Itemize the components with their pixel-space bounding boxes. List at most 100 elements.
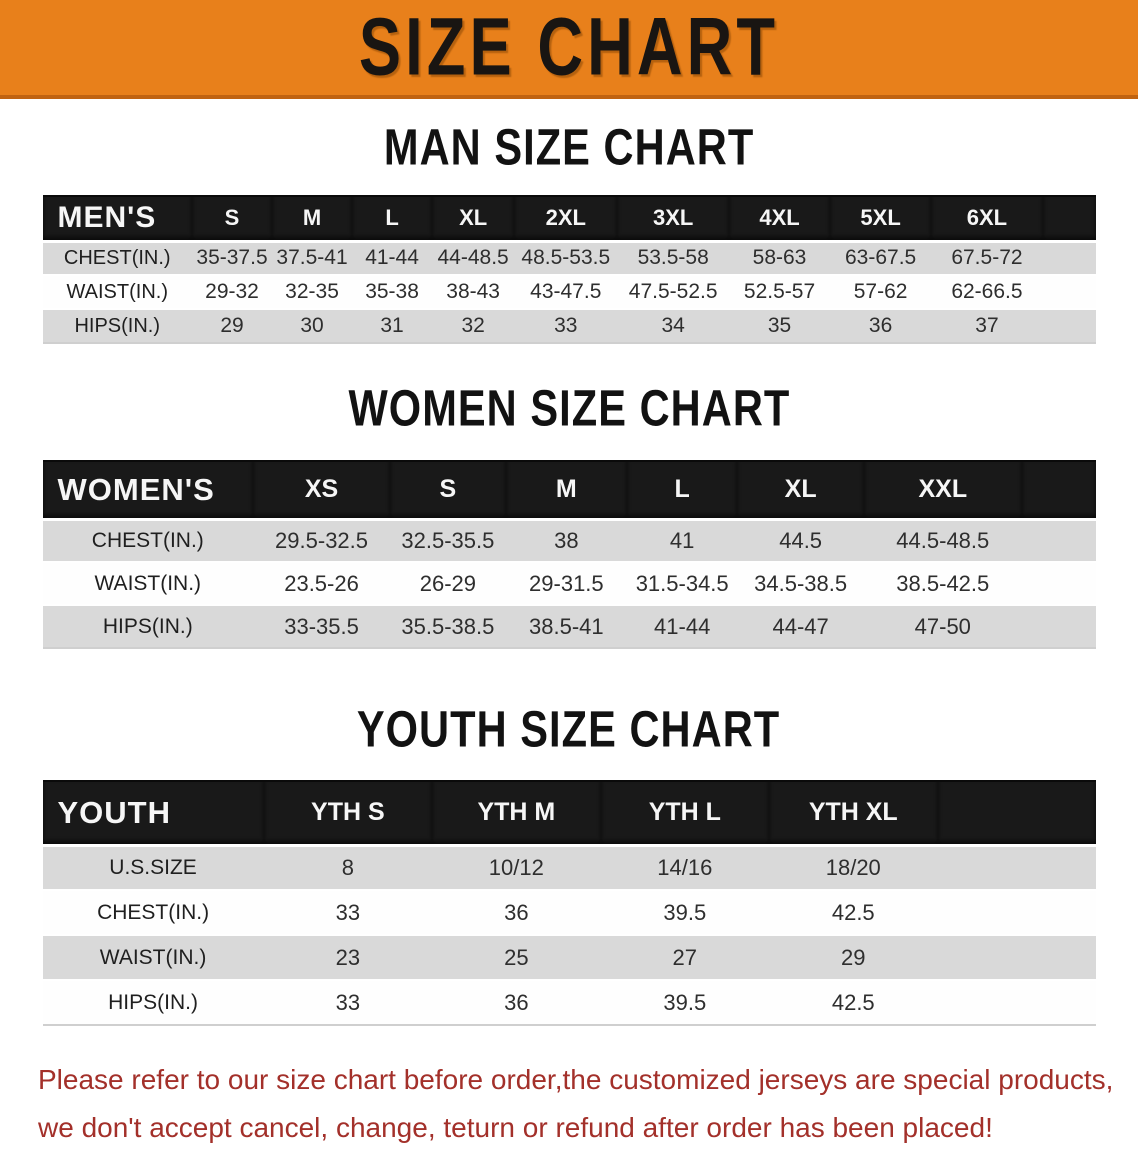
measurement-value-cell: 32-35: [272, 275, 353, 310]
measurement-row-label: WAIST(IN.): [42, 562, 254, 606]
measurement-value-cell: 38.5-41: [505, 605, 627, 649]
table-group-label: YOUTH: [42, 780, 264, 847]
filler-cell: [937, 935, 1096, 981]
size-header-row: MEN'S S M L XL 2XL 3XL 4XL 5XL 6XL: [42, 195, 1096, 243]
measurement-row-label: HIPS(IN.): [42, 309, 193, 344]
measurement-value-cell: 38: [505, 519, 627, 563]
size-column-header: 2XL: [514, 195, 618, 243]
filler-cell: [1042, 241, 1096, 276]
size-column-header: S: [389, 460, 506, 521]
filler-cell: [1021, 562, 1096, 606]
size-column-header: XL: [737, 460, 864, 521]
measurement-value-cell: 35-38: [352, 275, 433, 310]
youth-section-heading-text: YOUTH SIZE CHART: [357, 701, 781, 759]
measurement-value-cell: 39.5: [600, 890, 770, 936]
measurement-value-cell: 37.5-41: [272, 241, 353, 276]
measurement-value-cell: 48.5-53.5: [514, 241, 618, 276]
size-column-header: XL: [432, 195, 515, 243]
measurement-value-cell: 44.5-48.5: [863, 519, 1022, 563]
banner-title: SIZE CHART: [358, 1, 780, 94]
measurement-row: U.S.SIZE 8 10/12 14/16 18/20: [42, 845, 1096, 891]
size-column-header: S: [192, 195, 273, 243]
man-section-heading-text: MAN SIZE CHART: [383, 119, 755, 177]
size-column-header: XS: [253, 460, 390, 521]
youth-size-table: YOUTH YTH S YTH M YTH L YTH XL U.S.SIZE 8 10/12…: [42, 780, 1096, 1026]
measurement-value-cell: 38.5-42.5: [863, 562, 1022, 606]
man-section-heading: MAN SIZE CHART: [0, 120, 1138, 176]
measurement-value-cell: 42.5: [769, 980, 938, 1026]
measurement-value-cell: 26-29: [389, 562, 506, 606]
youth-section-heading: YOUTH SIZE CHART: [0, 702, 1138, 758]
measurement-value-cell: 18/20: [769, 845, 938, 891]
measurement-row-label: HIPS(IN.): [42, 605, 254, 649]
women-section-heading: WOMEN SIZE CHART: [0, 381, 1138, 437]
measurement-value-cell: 53.5-58: [617, 241, 729, 276]
measurement-value-cell: 33: [263, 980, 433, 1026]
women-section-heading-text: WOMEN SIZE CHART: [348, 380, 790, 438]
size-column-header: M: [272, 195, 353, 243]
measurement-value-cell: 47.5-52.5: [617, 275, 729, 310]
measurement-row-label: WAIST(IN.): [42, 275, 193, 310]
measurement-row: WAIST(IN.) 23.5-26 26-29 29-31.5 31.5-34.5 34…: [42, 562, 1096, 606]
size-chart-banner: SIZE CHART: [0, 0, 1138, 99]
measurement-row-label: CHEST(IN.): [42, 890, 264, 936]
measurement-value-cell: 31.5-34.5: [626, 562, 738, 606]
size-column-header: L: [352, 195, 433, 243]
measurement-value-cell: 37: [931, 309, 1043, 344]
size-column-header: 4XL: [728, 195, 831, 243]
measurement-value-cell: 32: [432, 309, 515, 344]
size-column-header: 5XL: [830, 195, 932, 243]
measurement-value-cell: 36: [432, 980, 601, 1026]
size-column-header: YTH S: [263, 780, 433, 847]
measurement-value-cell: 58-63: [728, 241, 831, 276]
measurement-value-cell: 35.5-38.5: [389, 605, 506, 649]
measurement-row: WAIST(IN.) 23 25 27 29: [42, 935, 1096, 981]
size-column-header: 3XL: [617, 195, 729, 243]
measurement-value-cell: 29: [192, 309, 273, 344]
filler-header-cell: [937, 780, 1096, 847]
measurement-row: WAIST(IN.) 29-32 32-35 35-38 38-43 43-47.5 47.…: [42, 275, 1096, 310]
measurement-row-label: CHEST(IN.): [42, 241, 193, 276]
measurement-value-cell: 44-47: [737, 605, 864, 649]
measurement-value-cell: 41-44: [626, 605, 738, 649]
measurement-row-label: CHEST(IN.): [42, 519, 254, 563]
table-group-label: MEN'S: [42, 195, 193, 243]
measurement-value-cell: 29-32: [192, 275, 273, 310]
size-column-header: L: [626, 460, 738, 521]
size-column-header: YTH M: [432, 780, 601, 847]
measurement-value-cell: 25: [432, 935, 601, 981]
measurement-value-cell: 38-43: [432, 275, 515, 310]
measurement-value-cell: 36: [432, 890, 601, 936]
measurement-row-label: HIPS(IN.): [42, 980, 264, 1026]
measurement-value-cell: 63-67.5: [830, 241, 932, 276]
measurement-value-cell: 33: [263, 890, 433, 936]
women-size-table: WOMEN'S XS S M L XL XXL CHEST(IN.) 29.5-32.5 32.5…: [42, 460, 1096, 649]
size-header-row: WOMEN'S XS S M L XL XXL: [42, 460, 1096, 521]
measurement-value-cell: 57-62: [830, 275, 932, 310]
measurement-value-cell: 33-35.5: [253, 605, 390, 649]
size-header-row: YOUTH YTH S YTH M YTH L YTH XL: [42, 780, 1096, 847]
measurement-value-cell: 29-31.5: [505, 562, 627, 606]
measurement-value-cell: 14/16: [600, 845, 770, 891]
filler-cell: [937, 845, 1096, 891]
measurement-value-cell: 27: [600, 935, 770, 981]
table-group-label: WOMEN'S: [42, 460, 254, 521]
measurement-row: HIPS(IN.) 29 30 31 32 33 34 35 36 37: [42, 309, 1096, 344]
measurement-value-cell: 34: [617, 309, 729, 344]
filler-cell: [1021, 605, 1096, 649]
filler-cell: [1042, 275, 1096, 310]
measurement-value-cell: 31: [352, 309, 433, 344]
filler-cell: [937, 980, 1096, 1026]
disclaimer-line-2: we don't accept cancel, change, teturn o…: [38, 1112, 993, 1143]
measurement-row: CHEST(IN.) 29.5-32.5 32.5-35.5 38 41 44.5 44.5…: [42, 519, 1096, 563]
measurement-row-label: U.S.SIZE: [42, 845, 264, 891]
measurement-value-cell: 30: [272, 309, 353, 344]
measurement-value-cell: 41: [626, 519, 738, 563]
filler-cell: [1021, 519, 1096, 563]
measurement-value-cell: 23: [263, 935, 433, 981]
measurement-value-cell: 62-66.5: [931, 275, 1043, 310]
measurement-value-cell: 29.5-32.5: [253, 519, 390, 563]
measurement-value-cell: 23.5-26: [253, 562, 390, 606]
size-column-header: YTH XL: [769, 780, 938, 847]
size-column-header: XXL: [863, 460, 1022, 521]
